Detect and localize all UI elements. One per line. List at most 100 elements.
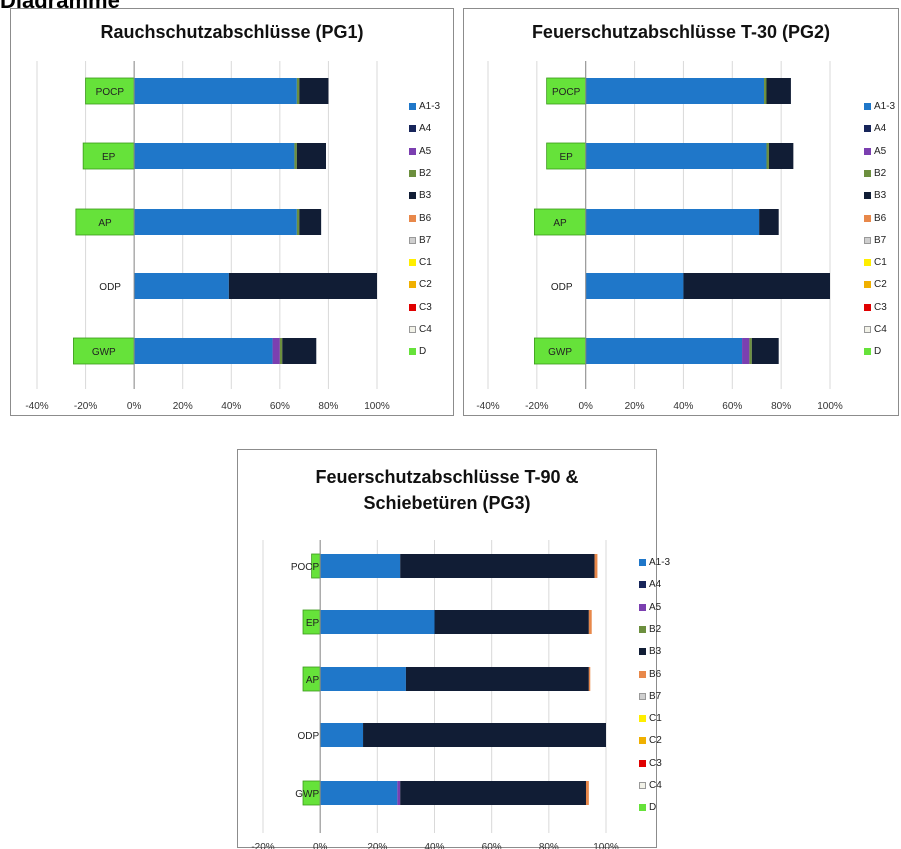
bar-segment-a1-3 [134, 143, 295, 169]
x-tick-label: 100% [817, 401, 843, 412]
legend-item: B3 [639, 646, 661, 657]
bar-segment-a1-3 [320, 667, 406, 691]
legend-label: B2 [649, 623, 662, 635]
chart-title-line: Rauchschutzabschlüsse (PG1) [100, 22, 364, 42]
legend-swatch [409, 214, 416, 222]
legend-swatch [864, 169, 871, 177]
legend-item: B6 [409, 213, 431, 224]
category-label: POCP [96, 87, 125, 98]
legend-item: A1-3 [409, 101, 440, 112]
chart-title: Feuerschutzabschlüsse T-90 & Schiebetüre… [238, 464, 656, 516]
bar-segment-a1-3 [585, 273, 684, 299]
legend-label: A1-3 [419, 101, 441, 112]
bar-segment-b3 [766, 78, 791, 104]
legend-swatch [639, 581, 646, 589]
chart-panel-pg2: Feuerschutzabschlüsse T-30 (PG2) -40% -20… [463, 8, 899, 416]
bar-segment-a1-3 [134, 209, 297, 235]
bar-segment-b3 [282, 338, 317, 364]
legend-item: A5 [409, 146, 431, 157]
bar-segment-d [73, 337, 135, 365]
legend-swatch [864, 326, 871, 333]
bar-segment-b2 [279, 338, 283, 364]
legend-item: C3 [409, 302, 432, 313]
x-tick-label: -20% [251, 842, 274, 849]
category-label: POCP [552, 87, 581, 98]
x-tick-label: 100% [593, 842, 619, 849]
legend-label: C2 [419, 279, 432, 291]
legend-swatch [409, 281, 416, 289]
legend-swatch [409, 169, 416, 177]
bar-segment-b3 [299, 209, 322, 235]
legend-item: C2 [409, 279, 432, 290]
legend-label: D [874, 346, 882, 358]
x-tick-label: 0% [313, 842, 328, 849]
legend-swatch [409, 103, 416, 110]
bar-segment-a1-3 [320, 723, 364, 747]
legend-label: A1-3 [649, 557, 671, 568]
bar-segment-b3 [296, 143, 326, 169]
legend-swatch [864, 214, 871, 222]
bar-segment-b6 [594, 554, 598, 578]
legend-label: C4 [874, 324, 887, 335]
chart-plot: -40% -20% 0% 20% 40% 60% 80% 100% POCP EP AP ODP GWP [476, 61, 843, 412]
legend-swatch [409, 348, 416, 356]
category-label: ODP [297, 731, 319, 742]
category-label: EP [306, 618, 320, 629]
x-tick-label: 40% [221, 401, 241, 412]
bar-segment-b6 [585, 781, 589, 805]
legend-item: C4 [409, 324, 432, 335]
category-label: EP [559, 152, 573, 163]
bar-segment-b3 [759, 209, 779, 235]
legend-item: C1 [639, 713, 662, 724]
x-tick-label: 60% [270, 401, 290, 412]
legend-swatch [409, 303, 416, 311]
bar-segment-a1-3 [320, 781, 398, 805]
x-tick-label: 20% [625, 401, 645, 412]
bar-segment-a1-3 [585, 143, 767, 169]
legend-item: B2 [639, 624, 661, 635]
legend-swatch [639, 715, 646, 723]
legend-item: C1 [864, 257, 887, 268]
legend-label: A4 [649, 579, 662, 591]
bar-segment-b2 [294, 143, 297, 169]
x-tick-label: -20% [525, 401, 548, 412]
category-label: ODP [551, 282, 573, 293]
bar-segment-a1-3 [320, 610, 435, 634]
bar-segment-d [82, 142, 135, 170]
bar-segment-a5 [742, 338, 750, 364]
x-tick-label: 20% [173, 401, 193, 412]
legend-item: A5 [639, 602, 661, 613]
legend-swatch [409, 192, 416, 200]
legend-swatch [864, 192, 871, 200]
x-tick-label: 40% [673, 401, 693, 412]
legend-label: B3 [419, 190, 432, 202]
legend-item: A1-3 [864, 101, 895, 112]
legend-item: B2 [409, 168, 431, 179]
x-tick-label: -40% [25, 401, 48, 412]
legend-label: A4 [419, 123, 432, 135]
legend-item: B3 [409, 190, 431, 201]
bar-segment-d [75, 208, 135, 236]
legend-swatch [639, 559, 646, 566]
bar-segment-b3 [228, 273, 377, 299]
legend-swatch [864, 303, 871, 311]
chart-panel-pg1: Rauchschutzabschlüsse (PG1) -40% -20% 0% 20… [10, 8, 454, 416]
bar-segment-b3 [683, 273, 830, 299]
bar-segment-a1-3 [320, 554, 401, 578]
legend-label: B6 [874, 212, 887, 224]
legend-label: B7 [874, 234, 887, 246]
bar-segment-a1-3 [134, 338, 273, 364]
bar-segment-a5 [272, 338, 280, 364]
bar-segment-b6 [588, 610, 592, 634]
legend-label: C1 [874, 257, 887, 269]
legend-item: A4 [409, 123, 431, 134]
x-tick-label: 60% [482, 842, 502, 849]
legend-label: B2 [419, 167, 432, 179]
category-label: ODP [99, 282, 121, 293]
legend-swatch [864, 259, 871, 267]
bar-segment-b3 [434, 610, 589, 634]
bar-segment-b3 [751, 338, 779, 364]
legend-swatch [864, 147, 871, 155]
category-label: POCP [291, 562, 320, 573]
bar-segment-a1-3 [585, 78, 765, 104]
